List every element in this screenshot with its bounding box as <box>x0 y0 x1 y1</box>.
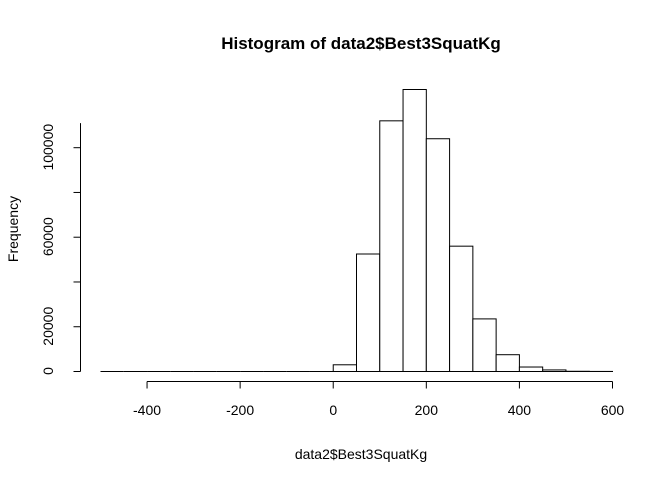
histogram-bar <box>449 245 474 372</box>
histogram-bar <box>495 354 520 372</box>
histogram-bar <box>425 138 451 372</box>
x-axis: -400 -200 0 200 400 600 <box>133 381 625 418</box>
x-tick-label: -400 <box>133 402 161 418</box>
histogram-bar <box>356 253 381 372</box>
histogram-bar <box>379 120 404 372</box>
x-axis-label: data2$Best3SquatKg <box>295 446 427 462</box>
chart-title: Histogram of data2$Best3SquatKg <box>221 34 501 53</box>
x-tick-label: 600 <box>601 402 625 418</box>
histogram-bar <box>332 364 358 373</box>
histogram-bar <box>402 89 427 372</box>
y-tick-label: 60000 <box>40 217 56 256</box>
histogram-bar <box>518 366 544 372</box>
x-tick-label: -200 <box>226 402 254 418</box>
y-axis: 0 20000 60000 100000 <box>40 123 81 375</box>
x-tick-label: 200 <box>415 402 439 418</box>
x-tick-label: 400 <box>508 402 532 418</box>
y-tick-label: 0 <box>40 367 56 375</box>
y-tick-label: 20000 <box>40 307 56 346</box>
x-tick-label: 0 <box>329 402 337 418</box>
y-axis-label: Frequency <box>5 196 21 262</box>
y-tick-label: 100000 <box>40 124 56 171</box>
histogram-bars <box>100 89 613 373</box>
histogram-bar <box>542 369 567 372</box>
histogram-bar <box>472 318 497 372</box>
